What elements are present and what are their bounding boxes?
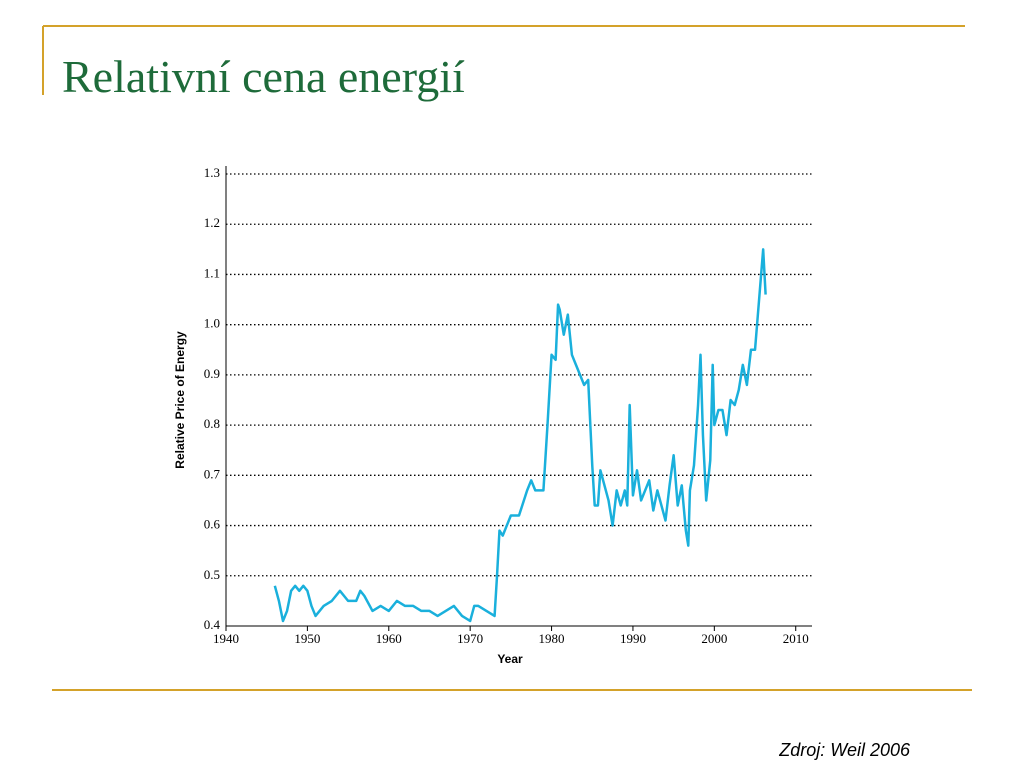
x-axis-label: Year bbox=[497, 652, 523, 666]
x-tick-label: 1960 bbox=[376, 631, 402, 646]
y-tick-label: 1.1 bbox=[204, 265, 220, 280]
y-axis-label: Relative Price of Energy bbox=[173, 331, 187, 469]
x-tick-label: 1970 bbox=[457, 631, 483, 646]
x-tick-label: 2010 bbox=[783, 631, 809, 646]
line bbox=[273, 248, 767, 623]
y-tick-label: 1.2 bbox=[204, 215, 220, 230]
y-tick-label: 1.0 bbox=[204, 316, 220, 331]
x-tick-label: 1980 bbox=[539, 631, 565, 646]
y-tick-label: 0.9 bbox=[204, 366, 220, 381]
x-tick-label: 2000 bbox=[701, 631, 727, 646]
y-tick-label: 1.3 bbox=[204, 165, 220, 180]
y-tick-label: 0.8 bbox=[204, 416, 220, 431]
y-tick-label: 0.7 bbox=[204, 466, 221, 481]
slide-title: Relativní cena energií bbox=[62, 51, 465, 102]
source: Zdroj: Weil 2006 bbox=[778, 740, 911, 760]
y-tick-label: 0.5 bbox=[204, 567, 220, 582]
y-tick-label: 0.4 bbox=[204, 617, 221, 632]
x-tick-label: 1940 bbox=[213, 631, 239, 646]
x-tick-label: 1990 bbox=[620, 631, 646, 646]
x-tick-label: 1950 bbox=[294, 631, 320, 646]
y-tick-label: 0.6 bbox=[204, 517, 221, 532]
